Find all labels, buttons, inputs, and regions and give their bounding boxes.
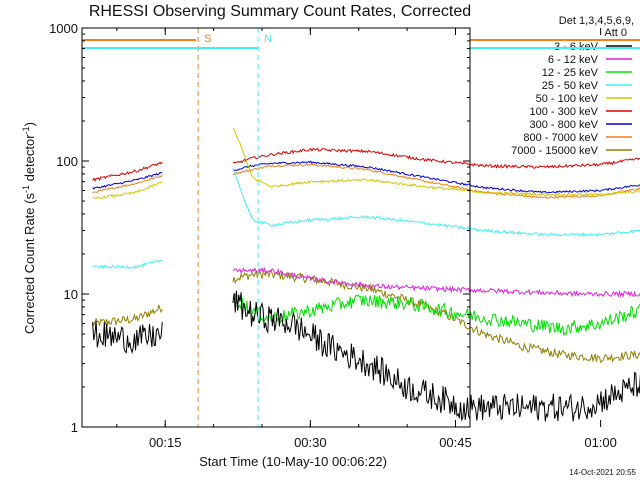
series-800-7000kev (92, 163, 640, 199)
legend: Det 1,3,4,5,6,9, Att 0 3 - 6 keV6 - 12 k… (511, 15, 634, 157)
y-axis-title: Corrected Count Rate (s-1 detector-1) (21, 122, 37, 334)
y-axis-title-exp-2: -1 (21, 126, 31, 134)
series-25-50kev (92, 167, 640, 270)
legend-label: 6 - 12 keV (548, 54, 599, 66)
x-tick-label: 00:45 (439, 435, 472, 450)
series-layer (92, 127, 640, 422)
legend-label: 100 - 300 keV (530, 106, 599, 118)
marker-label: S (204, 33, 211, 45)
x-tick-label: 01:00 (584, 435, 617, 450)
chart-title: RHESSI Observing Summary Count Rates, Co… (89, 3, 471, 20)
x-axis-title: Start Time (10-May-10 00:06:22) (199, 454, 387, 469)
legend-label: 12 - 25 keV (542, 67, 599, 79)
y-tick-label: 1000 (49, 21, 78, 36)
y-tick-label: 10 (64, 287, 78, 302)
plot-frame (81, 27, 471, 428)
series-100-300kev (92, 147, 640, 182)
y-axis-ticks: 1 10 100 1000 (49, 21, 470, 435)
series-6-12kev (232, 266, 640, 298)
legend-label: 50 - 100 keV (536, 93, 599, 105)
legend-label: 300 - 800 keV (530, 119, 599, 131)
x-tick-label: 00:15 (149, 435, 182, 450)
series-7000-15000kev (92, 268, 640, 364)
legend-label: 25 - 50 keV (542, 80, 599, 92)
series-3-6kev (92, 290, 640, 422)
legend-label: 7000 - 15000 keV (511, 145, 599, 157)
series-300-800kev (92, 160, 640, 194)
legend-header-line-2: Att 0 (604, 27, 627, 39)
y-axis-title-exp-1: -1 (21, 185, 31, 193)
series-12-25kev (232, 293, 640, 337)
y-tick-label: 100 (56, 154, 78, 169)
legend-label: 800 - 7000 keV (523, 132, 598, 144)
marker-label: N (264, 33, 272, 45)
series-50-100kev (92, 127, 640, 200)
y-axis-title-main: Corrected Count Rate (s (22, 193, 37, 334)
y-axis-title-end: ) (22, 122, 37, 126)
generated-timestamp: 14-Oct-2021 20:55 (569, 468, 636, 477)
x-tick-label: 00:30 (294, 435, 327, 450)
legend-header-line-1: Det 1,3,4,5,6,9, (559, 15, 634, 27)
y-tick-label: 1 (71, 420, 78, 435)
y-axis-title-mid: detector (22, 134, 37, 185)
